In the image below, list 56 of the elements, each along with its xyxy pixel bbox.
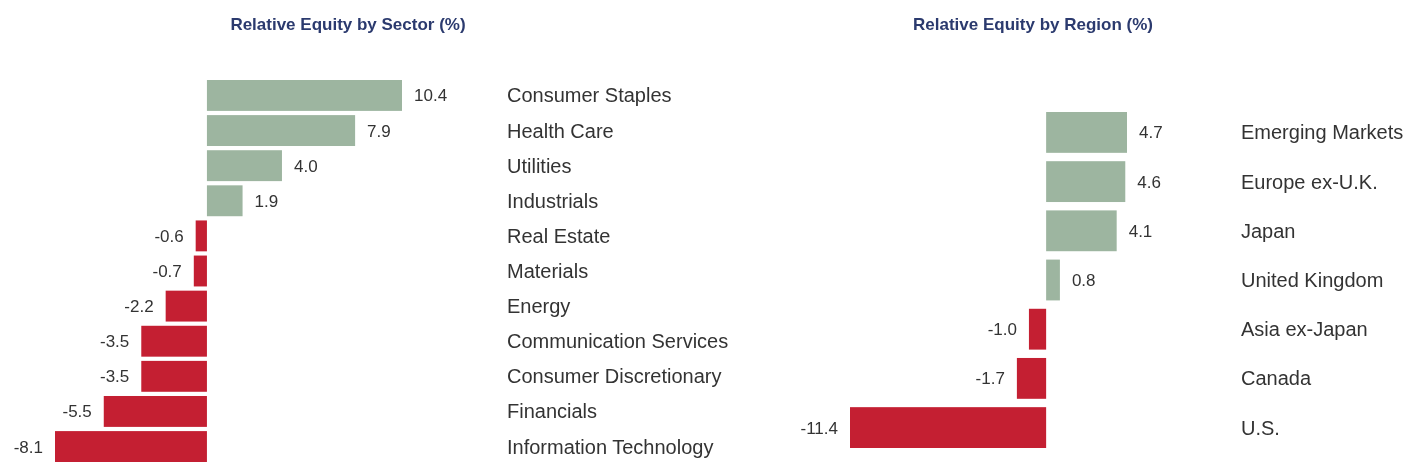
bar [165, 290, 207, 322]
bar [1046, 112, 1127, 153]
y-tick-label: Communication Services [507, 330, 729, 353]
bar [1046, 259, 1060, 301]
bar [141, 325, 207, 357]
bar [206, 115, 356, 147]
data-label: -8.1 [13, 437, 43, 457]
bar [193, 255, 207, 287]
bar [195, 220, 207, 252]
y-tick-label: Emerging Markets [1241, 121, 1404, 144]
data-label: -1.7 [975, 369, 1005, 389]
y-tick-label: Information Technology [507, 435, 714, 458]
bar [850, 407, 1047, 448]
y-tick-label: Asia ex-Japan [1241, 318, 1368, 341]
data-label: 10.4 [414, 86, 448, 106]
y-tick-label: Materials [507, 260, 589, 282]
data-label: -0.7 [152, 261, 182, 281]
data-label: 4.6 [1137, 172, 1161, 192]
data-label: -3.5 [99, 332, 130, 352]
y-tick-label: Health Care [507, 119, 614, 142]
bar [1028, 308, 1047, 350]
y-tick-label: Energy [507, 295, 571, 318]
chart-title: Relative Equity by Region (%) [913, 15, 1153, 34]
y-tick-label: United Kingdom [1241, 269, 1384, 291]
y-tick-label: U.S. [1241, 416, 1280, 439]
data-label: 7.9 [367, 121, 391, 141]
data-label: 4.0 [293, 156, 318, 176]
data-label: -11.4 [800, 418, 838, 438]
bar [103, 395, 207, 427]
y-tick-label: Canada [1241, 367, 1312, 390]
bar [206, 150, 282, 182]
y-tick-label: Industrials [507, 189, 599, 212]
y-tick-label: Utilities [507, 154, 572, 177]
bar [1016, 357, 1047, 399]
y-tick-label: Consumer Discretionary [507, 365, 722, 388]
data-label: -3.5 [99, 367, 130, 387]
bar [206, 80, 402, 111]
data-label: -2.2 [124, 297, 154, 317]
y-tick-label: Financials [507, 400, 598, 423]
y-tick-label: Consumer Staples [507, 84, 672, 107]
bar [1046, 210, 1117, 252]
data-label: 0.8 [1071, 270, 1096, 290]
y-tick-label: Japan [1241, 219, 1296, 242]
data-label: 4.7 [1139, 123, 1163, 143]
data-label: 1.9 [254, 191, 279, 211]
data-label: -1.0 [987, 320, 1017, 340]
bar [141, 360, 207, 392]
bar [1046, 161, 1126, 203]
bar [55, 431, 207, 462]
bar [206, 185, 243, 217]
y-tick-label: Europe ex-U.K. [1241, 170, 1378, 193]
chart-title: Relative Equity by Sector (%) [230, 15, 466, 34]
data-label: -0.6 [154, 226, 184, 246]
data-label: 4.1 [1128, 221, 1153, 241]
y-tick-label: Real Estate [507, 224, 611, 247]
data-label: -5.5 [62, 402, 92, 422]
